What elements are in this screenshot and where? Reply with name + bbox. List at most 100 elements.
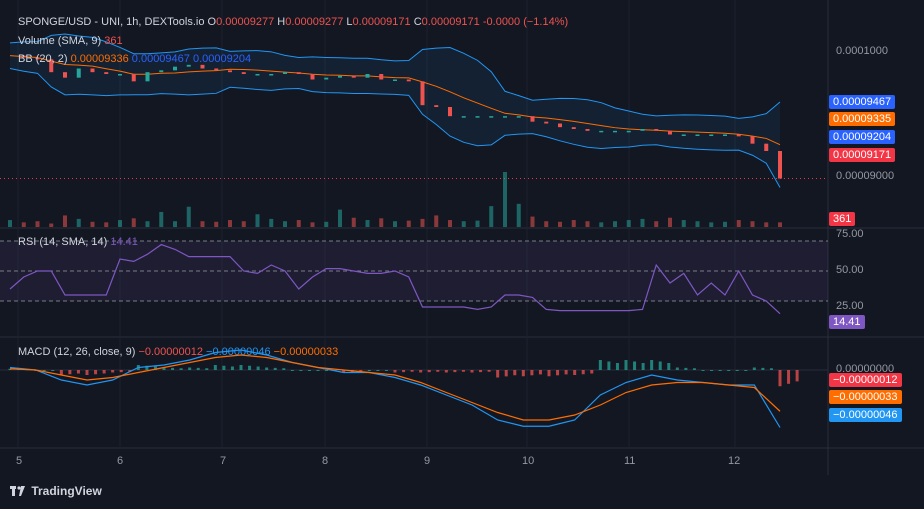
macd-hist-27-0 bbox=[701, 370, 705, 371]
macd-hist-3-2 bbox=[102, 370, 106, 374]
volume-bar-52 bbox=[723, 221, 727, 227]
candle-31 bbox=[434, 105, 439, 107]
bb-lower-line bbox=[9, 68, 781, 188]
volume-bar-49 bbox=[681, 220, 686, 227]
volume-bar-50 bbox=[695, 221, 700, 227]
candle-25 bbox=[351, 75, 356, 78]
macd-hist-14-2 bbox=[384, 370, 388, 371]
legend-macd[interactable]: MACD (12, 26, close, 9) −0.00000012 −0.0… bbox=[18, 346, 338, 358]
candle-33 bbox=[461, 116, 466, 118]
rsi-label: RSI (14, SMA, 14) bbox=[18, 236, 108, 248]
time-label-7: 7 bbox=[220, 455, 227, 467]
macd-hist-3-0 bbox=[85, 370, 89, 375]
volume-bar-14 bbox=[200, 221, 205, 227]
volume-bar-11 bbox=[159, 211, 164, 227]
volume-bar-12 bbox=[173, 221, 177, 227]
volume-bar-43 bbox=[599, 222, 604, 227]
volume-bar-20 bbox=[283, 221, 287, 227]
candle-10 bbox=[145, 72, 150, 82]
candle-17 bbox=[241, 72, 246, 74]
candle-48 bbox=[668, 130, 672, 135]
ohlc-c: 0.00009171 bbox=[421, 16, 480, 28]
volume-bar-38 bbox=[530, 216, 535, 227]
volume-bar-27 bbox=[379, 218, 384, 227]
macd-hist-18-1 bbox=[479, 370, 483, 373]
volume-bar-30 bbox=[420, 218, 425, 227]
time-label-6: 6 bbox=[117, 455, 124, 467]
legend-bb[interactable]: BB (20, 2) 0.00009336 0.00009467 0.00009… bbox=[18, 53, 251, 65]
candle-47 bbox=[654, 129, 659, 131]
macd-hist-2-1 bbox=[68, 370, 72, 375]
volume-bar-15 bbox=[214, 221, 219, 227]
macd-hist-30-1 bbox=[787, 370, 791, 384]
legend-volume[interactable]: Volume (SMA, 9) 361 bbox=[18, 35, 123, 47]
macd-hist-2-2 bbox=[76, 370, 80, 374]
volume-bar-37 bbox=[516, 203, 521, 227]
volume-bar-44 bbox=[613, 221, 617, 227]
macd-hist-28-0 bbox=[727, 370, 731, 371]
volume-bar-45 bbox=[626, 220, 631, 227]
tag-macd-hist: −0.00000012 bbox=[829, 373, 902, 387]
candle-37 bbox=[516, 116, 521, 118]
volume-bar-21 bbox=[296, 220, 301, 227]
branding[interactable]: TradingView bbox=[10, 484, 102, 498]
macd-hist-10-2 bbox=[282, 368, 286, 370]
macd-hist-17-0 bbox=[444, 370, 448, 373]
macd-hist-24-1 bbox=[633, 361, 637, 370]
volume-bar-29 bbox=[406, 220, 411, 227]
macd-hist-5-2 bbox=[153, 366, 157, 370]
bb-basis-line bbox=[9, 55, 781, 146]
bb-upper: 0.00009467 bbox=[131, 53, 190, 65]
candle-24 bbox=[338, 75, 342, 78]
branding-text: TradingView bbox=[31, 484, 102, 498]
volume-bar-33 bbox=[461, 221, 466, 227]
macd-hist-25-0 bbox=[650, 360, 654, 370]
macd-hist-23-2 bbox=[615, 363, 619, 370]
macd-hist-17-1 bbox=[453, 370, 457, 373]
legend-main: SPONGE/USD - UNI, 1h, DEXTools.io O0.000… bbox=[18, 16, 568, 28]
macd-hist-6-1 bbox=[171, 367, 175, 370]
candle-44 bbox=[613, 130, 617, 133]
candle-28 bbox=[393, 79, 397, 81]
rsi-value: 14.41 bbox=[110, 236, 138, 248]
candle-27 bbox=[379, 74, 384, 80]
macd-hist-11-0 bbox=[290, 370, 294, 371]
macd-hist-28-1 bbox=[735, 370, 739, 371]
candle-49 bbox=[681, 134, 686, 136]
tag-macd-line: −0.00000046 bbox=[829, 408, 902, 422]
macd-hist-5-1 bbox=[145, 365, 149, 370]
macd-hist-27-1 bbox=[710, 370, 714, 371]
macd-hist-16-0 bbox=[419, 370, 423, 373]
macd-hist-19-0 bbox=[496, 370, 500, 378]
volume-bar-42 bbox=[585, 221, 590, 227]
macd-hist-14-1 bbox=[376, 370, 380, 371]
symbol-title: SPONGE/USD - UNI, 1h, DEXTools.io bbox=[18, 16, 205, 28]
candle-5 bbox=[76, 68, 81, 78]
macd-hist-10-1 bbox=[273, 367, 277, 370]
volume-bar-23 bbox=[324, 221, 329, 227]
macd-hist-15-1 bbox=[402, 370, 406, 373]
bb-lower: 0.00009204 bbox=[192, 53, 252, 65]
volume-bar-53 bbox=[736, 220, 741, 227]
macd-hist-21-2 bbox=[564, 370, 568, 375]
candle-7 bbox=[104, 72, 109, 74]
macd-hist-15-2 bbox=[410, 370, 414, 372]
legend-rsi[interactable]: RSI (14, SMA, 14) 14.41 bbox=[18, 236, 138, 248]
volume-bar-34 bbox=[475, 220, 480, 227]
volume-bar-13 bbox=[186, 206, 191, 227]
volume-bar-16 bbox=[228, 220, 232, 227]
macd-hist-6-2 bbox=[179, 368, 183, 370]
volume-bar-36 bbox=[503, 172, 507, 227]
volume-bar-10 bbox=[145, 221, 150, 227]
candle-42 bbox=[585, 129, 590, 131]
macd-hist-22-2 bbox=[590, 370, 594, 374]
macd-hist-18-2 bbox=[487, 370, 491, 372]
tag-bb-basis: 0.00009335 bbox=[829, 112, 896, 126]
time-label-8: 8 bbox=[322, 455, 329, 467]
volume-bar-48 bbox=[668, 217, 672, 227]
volume-bar-25 bbox=[351, 217, 356, 227]
ohlc-o: 0.00009277 bbox=[216, 16, 275, 28]
macd-hist-18-0 bbox=[470, 370, 474, 373]
macd-hist-13-0 bbox=[342, 370, 346, 373]
